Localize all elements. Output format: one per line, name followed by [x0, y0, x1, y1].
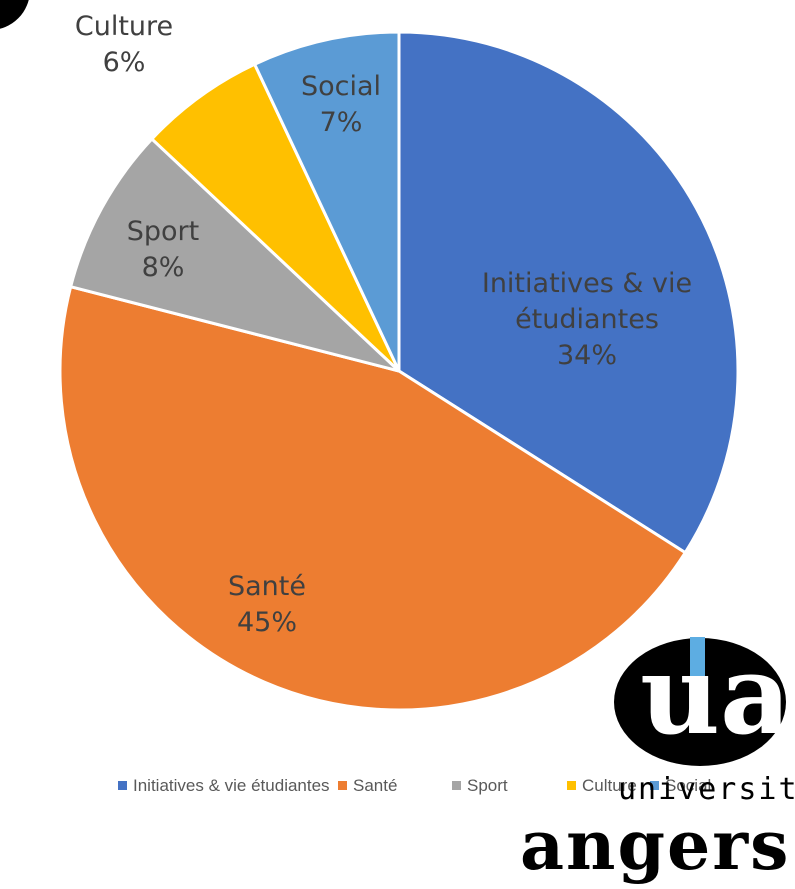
label-value: 8%: [141, 252, 185, 283]
data-label: Initiatives & vie étudiantes 34%: [462, 266, 712, 374]
legend-label: Initiatives & vie étudiantes: [133, 776, 330, 795]
legend-entry: Social: [650, 776, 711, 796]
label-value: 6%: [102, 47, 146, 78]
label-name: Culture: [74, 11, 174, 42]
slice: [252, 30, 401, 372]
legend-swatch: [567, 781, 576, 790]
legend-label: Santé: [353, 776, 398, 795]
legend-swatch: [650, 781, 659, 790]
legend-swatch: [118, 781, 127, 790]
legend-entry: Sport: [452, 776, 508, 796]
logo-letters: ua: [640, 630, 792, 759]
slice: [68, 136, 401, 373]
legend-entry: Santé: [338, 776, 397, 796]
label-value: 34%: [556, 340, 617, 371]
logo-accent: [690, 637, 705, 679]
data-label: Sport 8%: [127, 214, 199, 286]
data-label: Santé 45%: [228, 569, 306, 641]
label-value: 45%: [236, 607, 297, 638]
label-name: Sport: [126, 216, 200, 247]
legend-entry: Culture: [567, 776, 637, 796]
legend-swatch: [452, 781, 461, 790]
logo-shape: [614, 638, 786, 766]
label-value: 7%: [319, 107, 363, 138]
label-name: Initiatives & vie étudiantes: [481, 268, 693, 335]
legend-label: Culture: [582, 776, 637, 795]
pie: [58, 30, 740, 712]
data-label: Social 7%: [301, 69, 381, 141]
legend-entry: Initiatives & vie étudiantes: [118, 776, 330, 796]
legend-label: Social: [665, 776, 712, 795]
label-name: Social: [300, 71, 382, 102]
logo-line2: angers: [520, 806, 791, 886]
data-label: Culture 6%: [75, 9, 173, 81]
label-name: Santé: [228, 571, 306, 602]
legend-swatch: [338, 781, 347, 790]
slice: [149, 62, 401, 373]
corner-shape: [0, 0, 29, 29]
slice: [397, 30, 740, 555]
legend-label: Sport: [467, 776, 508, 795]
logo-line1: université: [618, 772, 795, 807]
slice: [58, 284, 688, 712]
